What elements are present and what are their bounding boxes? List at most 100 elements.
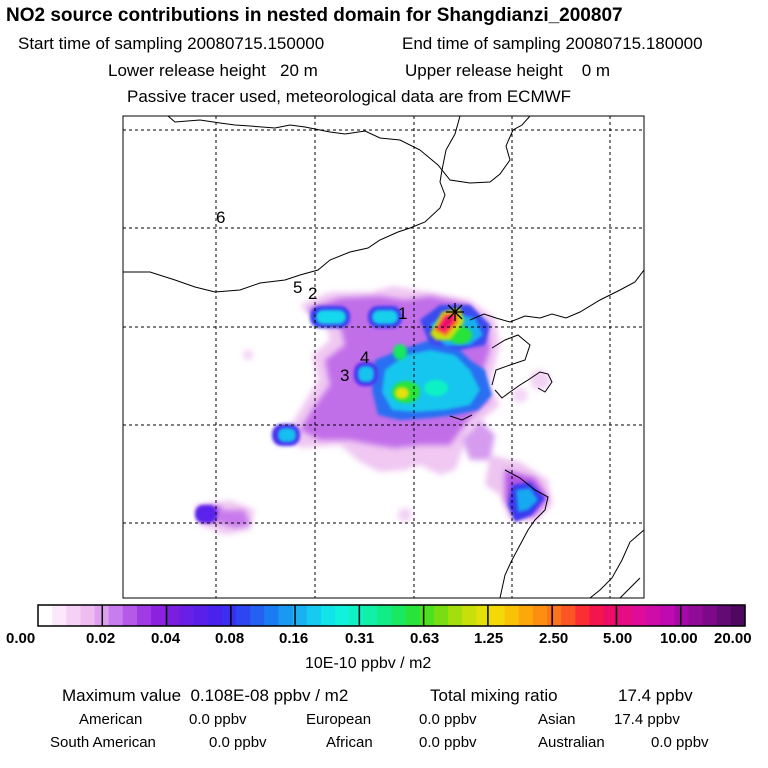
colorbar-tick: 0.63 — [410, 630, 440, 647]
european-label: European — [306, 711, 372, 728]
colorbar-cell — [108, 605, 124, 626]
total-mixing-label: Total mixing ratio — [430, 686, 558, 705]
tracer-info-label: Passive tracer used, meteorological data… — [127, 87, 572, 106]
upper-release-label: Upper release height 0 m — [405, 61, 611, 80]
concentration-map: 1 2 3 4 5 6 — [122, 115, 645, 599]
map-title: NO2 source contributions in nested domai… — [6, 5, 623, 26]
colorbar-cell — [363, 605, 378, 626]
south-american-value: 0.0 ppbv — [209, 734, 267, 751]
colorbar-cell — [617, 605, 633, 626]
asian-value: 17.4 ppbv — [614, 711, 680, 728]
colorbar-cell — [179, 605, 195, 626]
colorbar-cell — [504, 605, 520, 626]
colorbar-cell — [646, 605, 661, 626]
site-label-5: 5 — [293, 278, 302, 297]
colorbar-outline — [37, 604, 746, 627]
site-label-2: 2 — [308, 284, 317, 303]
colorbar-cell — [235, 605, 251, 626]
colorbar-cell — [122, 605, 138, 626]
colorbar-cell — [702, 605, 718, 626]
american-value: 0.0 ppbv — [189, 711, 247, 728]
colorbar-cell — [433, 605, 449, 626]
star-cross-icon — [446, 303, 464, 321]
colorbar-cell — [38, 605, 53, 626]
asian-label: Asian — [538, 711, 576, 728]
colorbar-cell — [589, 605, 605, 626]
colorbar-cell — [165, 605, 180, 626]
coastlines — [123, 116, 644, 598]
australian-label: Australian — [538, 734, 605, 751]
colorbar-cell — [561, 605, 576, 626]
colorbar-cell — [278, 605, 294, 626]
colorbar-tick: 0.16 — [279, 630, 309, 647]
colorbar-cell — [688, 605, 704, 626]
colorbar-cell — [462, 605, 477, 626]
south-american-label: South American — [50, 734, 156, 751]
site-labels: 1 2 3 4 5 6 — [216, 208, 407, 385]
colorbar-cell — [306, 605, 322, 626]
colorbar-dividers — [101, 605, 682, 626]
colorbar-cell — [250, 605, 265, 626]
colorbar-tick: 5.00 — [603, 630, 633, 647]
colorbar-cell — [136, 605, 152, 626]
colorbar-cell — [476, 605, 492, 626]
colorbar-tick: 0.02 — [86, 630, 116, 647]
colorbar-tick: 20.00 — [714, 630, 752, 647]
colorbar-cell — [603, 605, 619, 626]
colorbar-cell — [349, 605, 364, 626]
colorbar-tick: 1.25 — [474, 630, 504, 647]
end-time-label: End time of sampling 20080715.180000 — [402, 34, 703, 53]
site-label-6: 6 — [216, 208, 225, 227]
african-value: 0.0 ppbv — [419, 734, 477, 751]
colorbar-tick: 0.04 — [151, 630, 181, 647]
colorbar-cell — [264, 605, 279, 626]
colorbar-cell — [674, 605, 690, 626]
colorbar-cell — [292, 605, 308, 626]
african-label: African — [326, 734, 373, 751]
australian-value: 0.0 ppbv — [651, 734, 709, 751]
colorbar-cell — [532, 605, 548, 626]
european-value: 0.0 ppbv — [419, 711, 477, 728]
lower-release-label: Lower release height 20 m — [108, 61, 318, 80]
total-mixing-value: 17.4 ppbv — [618, 686, 693, 705]
colorbar-units: 10E-10 ppbv / m2 — [305, 655, 432, 672]
concentration-field: 1 2 3 4 5 6 — [123, 116, 644, 598]
colorbar-cell — [320, 605, 336, 626]
graticule — [123, 116, 644, 598]
american-label: American — [79, 711, 143, 728]
site-label-3: 3 — [340, 366, 349, 385]
colorbar-cell — [221, 605, 237, 626]
site-label-1: 1 — [398, 304, 407, 323]
map-frame — [122, 115, 645, 599]
colorbar-cell — [660, 605, 675, 626]
colorbar-cell — [52, 605, 67, 626]
colorbar-cells — [38, 605, 746, 626]
colorbar-tick: 0.08 — [215, 630, 245, 647]
colorbar-cell — [193, 605, 209, 626]
colorbar-cell — [730, 605, 746, 626]
colorbar-cell — [207, 605, 223, 626]
colorbar-cell — [151, 605, 166, 626]
colorbar-cell — [66, 605, 82, 626]
colorbar-cell — [80, 605, 96, 626]
colorbar-cell — [575, 605, 591, 626]
colorbar-cell — [334, 605, 350, 626]
colorbar-cell — [547, 605, 562, 626]
colorbar-tick: 0.00 — [6, 630, 36, 647]
colorbar-tick: 10.00 — [660, 630, 698, 647]
colorbar — [37, 604, 746, 627]
colorbar-cell — [391, 605, 407, 626]
colorbar-cell — [419, 605, 435, 626]
colorbar-cell — [405, 605, 421, 626]
colorbar-tick: 0.31 — [345, 630, 375, 647]
start-time-label: Start time of sampling 20080715.150000 — [18, 34, 325, 53]
colorbar-cell — [377, 605, 393, 626]
colorbar-cell — [716, 605, 732, 626]
colorbar-cell — [631, 605, 647, 626]
site-label-4: 4 — [360, 348, 369, 367]
colorbar-cell — [518, 605, 534, 626]
colorbar-cell — [448, 605, 463, 626]
max-value-label: Maximum value 0.108E-08 ppbv / m2 — [62, 686, 349, 705]
colorbar-cell — [490, 605, 506, 626]
colorbar-tick: 2.50 — [539, 630, 569, 647]
